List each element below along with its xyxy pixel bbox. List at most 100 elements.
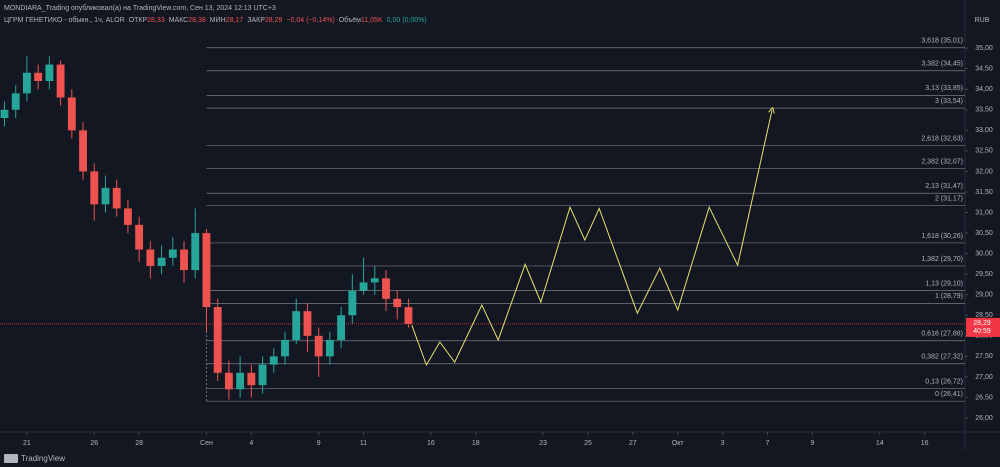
- fib-label: 0 (26,41): [935, 391, 963, 398]
- y-tick-label: 34,00: [975, 86, 993, 93]
- y-tick-label: 30,00: [975, 250, 993, 257]
- y-tick-label: 26,00: [975, 415, 993, 422]
- candle-body: [314, 335, 323, 357]
- legend-value: 28,29: [265, 17, 283, 24]
- x-tick-label: 11: [360, 440, 367, 447]
- y-tick-label: 27,00: [975, 374, 993, 381]
- fib-label: 2,618 (32,63): [921, 135, 963, 142]
- candle-body: [202, 233, 211, 308]
- legend-value: 28,33: [147, 17, 165, 24]
- y-tick-label: 35,00: [975, 45, 993, 52]
- fib-label: 3,13 (33,85): [925, 85, 963, 92]
- x-tick-label: 14: [876, 440, 884, 447]
- publish-note: MONDIARA_Trading опубликовал(а) на Tradi…: [4, 4, 276, 12]
- candle-body: [79, 130, 87, 172]
- fib-label: 1,13 (29,10): [925, 280, 963, 287]
- fib-label: 2 (31,17): [935, 195, 963, 202]
- candle-body: [370, 278, 379, 283]
- fib-label: 2,382 (32,07): [921, 158, 963, 165]
- candle-body: [11, 93, 20, 110]
- currency: RUB: [975, 17, 990, 24]
- candle-body: [135, 224, 144, 250]
- candle-body: [325, 339, 334, 357]
- candle-body: [337, 315, 346, 340]
- x-tick-label: 9: [317, 440, 321, 447]
- fib-label: 1,382 (29,70): [921, 256, 963, 263]
- candle-body: [56, 64, 65, 98]
- candle-body: [303, 311, 312, 336]
- y-tick-label: 33,50: [975, 107, 993, 114]
- x-tick-label: 28: [135, 440, 143, 447]
- fib-label: 0,382 (27,32): [921, 354, 963, 361]
- x-tick-label: Сен: [200, 440, 213, 447]
- y-tick-label: 32,00: [975, 168, 993, 175]
- legend: ЦГРМ ГЕНЕТИКО - обыкн., 1ч, ALOR ОТКР28,3…: [4, 16, 427, 24]
- legend-value: −0,04 (−0,14%): [286, 17, 334, 24]
- candle-body: [157, 257, 166, 266]
- candle-body: [247, 372, 256, 386]
- candle-body: [382, 278, 390, 299]
- candle-body: [224, 372, 233, 390]
- x-tick-label: 16: [921, 440, 929, 447]
- legend-value: 0,00 (0,00%): [387, 17, 427, 24]
- candle-body: [269, 356, 278, 365]
- fib-label: 0,618 (27,88): [921, 331, 963, 338]
- candle-body: [180, 249, 188, 271]
- candle-body: [236, 372, 245, 390]
- fib-label: 3 (33,54): [935, 98, 963, 105]
- price-tag-label: 28,29: [973, 320, 991, 327]
- y-tick-label: 28,50: [975, 312, 993, 319]
- legend-label: ОТКР: [129, 17, 148, 24]
- y-tick-label: 30,50: [975, 230, 993, 237]
- x-tick-label: 27: [629, 440, 637, 447]
- legend-value: 28,17: [226, 17, 244, 24]
- x-tick-label: 23: [539, 440, 547, 447]
- legend-value: 28,38: [188, 17, 206, 24]
- fib-label: 1 (28,79): [935, 293, 963, 300]
- candle-body: [146, 249, 155, 266]
- candle-body: [292, 311, 301, 340]
- candle-body: [281, 339, 289, 357]
- x-tick-label: 3: [721, 440, 725, 447]
- candle-body: [90, 171, 99, 205]
- candle-body: [404, 307, 413, 324]
- candle-body: [359, 282, 368, 291]
- symbol: ЦГРМ ГЕНЕТИКО - обыкн., 1ч, ALOR: [4, 16, 125, 24]
- y-tick-label: 34,50: [975, 66, 993, 73]
- legend-label: Объём: [339, 16, 361, 24]
- brand: TradingView: [21, 454, 65, 463]
- y-tick-label: 29,50: [975, 271, 993, 278]
- x-tick-label: Окт: [672, 440, 685, 447]
- candle-body: [168, 249, 177, 258]
- candle-body: [112, 187, 121, 209]
- candle-body: [258, 364, 267, 386]
- logo: [4, 454, 18, 463]
- y-tick-label: 26,50: [975, 394, 993, 401]
- x-tick-label: 16: [427, 440, 435, 447]
- countdown: 40:59: [973, 328, 991, 335]
- candle-body: [123, 208, 132, 225]
- y-tick-label: 29,00: [975, 292, 993, 299]
- x-tick-label: 9: [810, 440, 814, 447]
- y-tick-label: 31,00: [975, 209, 993, 216]
- fib-label: 0,13 (26,72): [925, 378, 963, 385]
- candle-body: [348, 290, 357, 316]
- y-tick-label: 31,50: [975, 189, 993, 196]
- fib-label: 1,618 (30,26): [921, 233, 963, 240]
- fib-label: 2,13 (31,47): [925, 183, 963, 190]
- y-tick-label: 32,50: [975, 148, 993, 155]
- x-tick-label: 4: [249, 440, 253, 447]
- price-tag: [966, 317, 1000, 337]
- y-tick-label: 33,00: [975, 127, 993, 134]
- candle-body: [34, 72, 43, 82]
- candle-body: [45, 64, 54, 82]
- fib-label: 3,382 (34,45): [921, 61, 963, 68]
- candle-body: [191, 233, 200, 271]
- y-tick-label: 27,50: [975, 353, 993, 360]
- x-tick-label: 21: [23, 440, 31, 447]
- legend-label: МИН: [210, 17, 226, 24]
- legend-label: ЗАКР: [247, 17, 265, 24]
- legend-label: МАКС: [169, 17, 189, 24]
